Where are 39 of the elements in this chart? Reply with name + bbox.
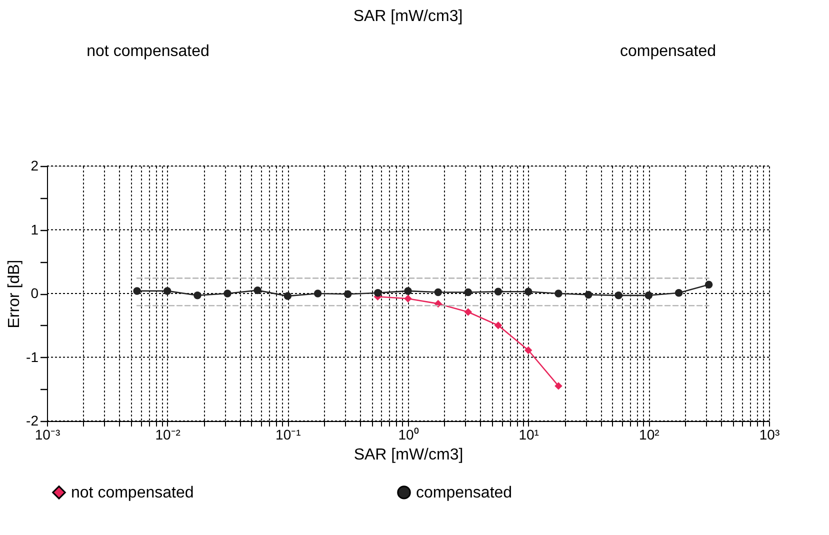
point: [614, 292, 622, 300]
point: [224, 290, 232, 298]
point: [434, 288, 442, 296]
point: [494, 288, 502, 296]
y-tick-label: -2: [26, 412, 39, 428]
y-tick-label: 2: [30, 158, 39, 174]
point: [464, 288, 472, 296]
point: [554, 290, 562, 298]
x-tick-label: 10³: [759, 426, 780, 442]
point: [644, 292, 653, 300]
legend-label: compensated: [416, 484, 512, 502]
point: [674, 288, 683, 297]
point: [344, 290, 352, 298]
point: [284, 292, 292, 300]
x-tick-label: 10⁰: [398, 426, 419, 442]
point: [404, 287, 412, 295]
y-tick-label: 1: [30, 221, 39, 238]
x-tick-label: 10¹: [518, 426, 540, 442]
point: [524, 288, 532, 296]
point: [163, 287, 172, 295]
legend-label: not compensated: [71, 484, 194, 502]
point: [133, 287, 141, 295]
point: [254, 286, 262, 294]
point: [374, 288, 382, 297]
x-tick-label: 10⁻³: [34, 426, 60, 442]
x-tick-label: 10⁻¹: [276, 426, 302, 442]
y-axis-title: Error [dB]: [6, 260, 24, 328]
text: compensated: [620, 43, 716, 60]
point: [314, 290, 322, 298]
x-axis-title: SAR [mW/cm3]: [354, 446, 464, 464]
point: [704, 280, 713, 288]
y-tick-label: -1: [26, 348, 39, 365]
point: [194, 292, 202, 300]
x-tick-label: 10⁻²: [155, 426, 181, 442]
y-tick-label: 0: [30, 285, 39, 301]
text: SAR [mW/cm3]: [353, 8, 463, 25]
point: [584, 290, 592, 299]
x-tick-label: 10²: [639, 426, 660, 442]
text: not compensated: [86, 43, 210, 60]
